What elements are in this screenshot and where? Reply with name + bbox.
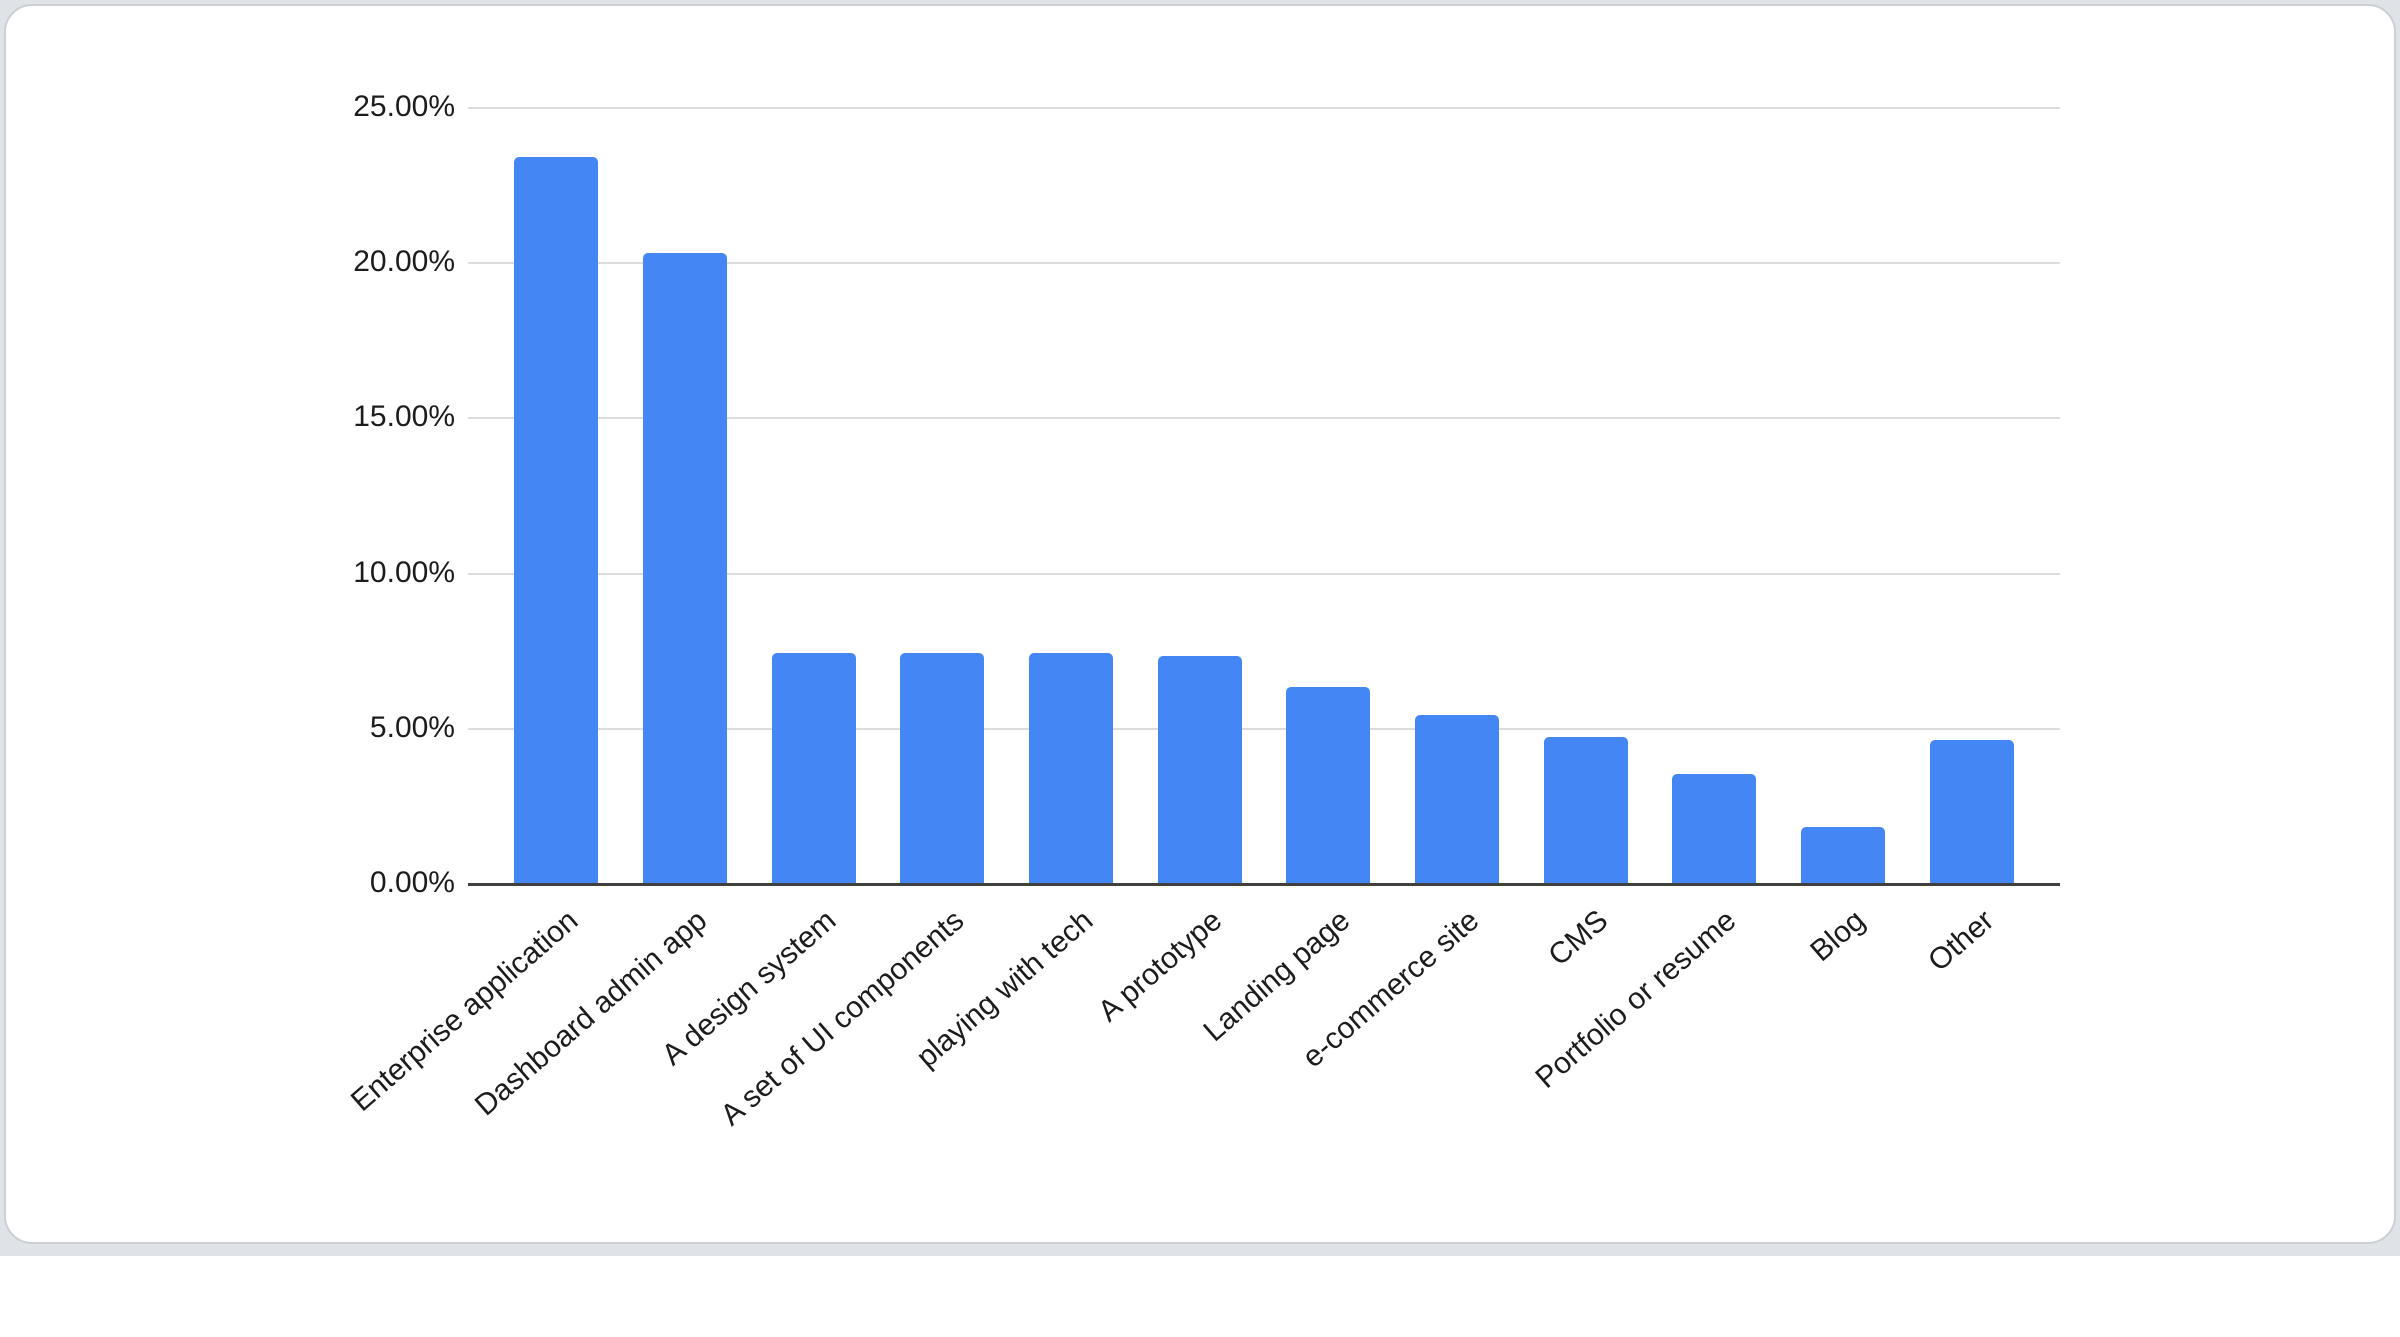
x-axis-category-label-portfolio-or-resume: Portfolio or resume: [1529, 903, 1743, 1095]
bar-portfolio-or-resume: [1672, 774, 1756, 883]
y-axis-tick-label-15: 15.00%: [353, 400, 455, 433]
y-axis-tick-label-5: 5.00%: [369, 711, 455, 744]
bar-a-set-of-ui-components: [900, 653, 984, 883]
chart-card: [4, 4, 2396, 1244]
bar-landing-page: [1286, 687, 1370, 883]
y-axis-tick-label-25: 25.00%: [353, 90, 455, 123]
page-background: 0.00% 5.00% 10.00% 15.00% 20.00% 25.00% Enterp…: [0, 0, 2400, 1256]
bar-e-commerce-site: [1415, 715, 1499, 883]
x-axis-category-label-playing-with-tech: playing with tech: [910, 903, 1100, 1075]
gridline-15pct: [468, 417, 2060, 419]
y-axis-tick-label-10: 10.00%: [353, 556, 455, 589]
bar-cms: [1544, 737, 1628, 883]
gridline-5pct: [468, 728, 2060, 730]
bar-dashboard-admin-app: [643, 253, 727, 883]
bar-enterprise-application: [514, 157, 598, 883]
x-axis-category-label-other: Other: [1922, 903, 2001, 978]
bar-other: [1930, 740, 2014, 883]
x-axis-category-label-dashboard-admin-app: Dashboard admin app: [468, 903, 714, 1123]
x-axis-category-label-cms: CMS: [1542, 903, 1615, 973]
x-axis-category-label-enterprise-application: Enterprise application: [344, 903, 585, 1118]
x-axis-category-label-blog: Blog: [1804, 903, 1872, 969]
bar-chart: 0.00% 5.00% 10.00% 15.00% 20.00% 25.00% Enterp…: [345, 90, 2060, 1132]
gridline-10pct: [468, 573, 2060, 575]
x-axis-category-label-a-set-of-ui-components: A set of UI components: [714, 903, 971, 1133]
x-axis-category-label-a-prototype: A prototype: [1092, 903, 1229, 1029]
y-axis-tick-label-20: 20.00%: [353, 245, 455, 278]
gridline-25pct: [468, 107, 2060, 109]
bar-a-design-system: [772, 653, 856, 883]
x-axis-category-label-a-design-system: A design system: [655, 903, 843, 1072]
x-axis-category-label-e-commerce-site: e-commerce site: [1296, 903, 1486, 1075]
bar-blog: [1801, 827, 1885, 883]
x-axis-category-label-landing-page: Landing page: [1197, 903, 1357, 1048]
bar-a-prototype: [1158, 656, 1242, 883]
y-axis-tick-label-0: 0.00%: [369, 866, 455, 899]
bar-playing-with-tech: [1029, 653, 1113, 883]
x-axis-line: [468, 883, 2060, 886]
gridline-20pct: [468, 262, 2060, 264]
